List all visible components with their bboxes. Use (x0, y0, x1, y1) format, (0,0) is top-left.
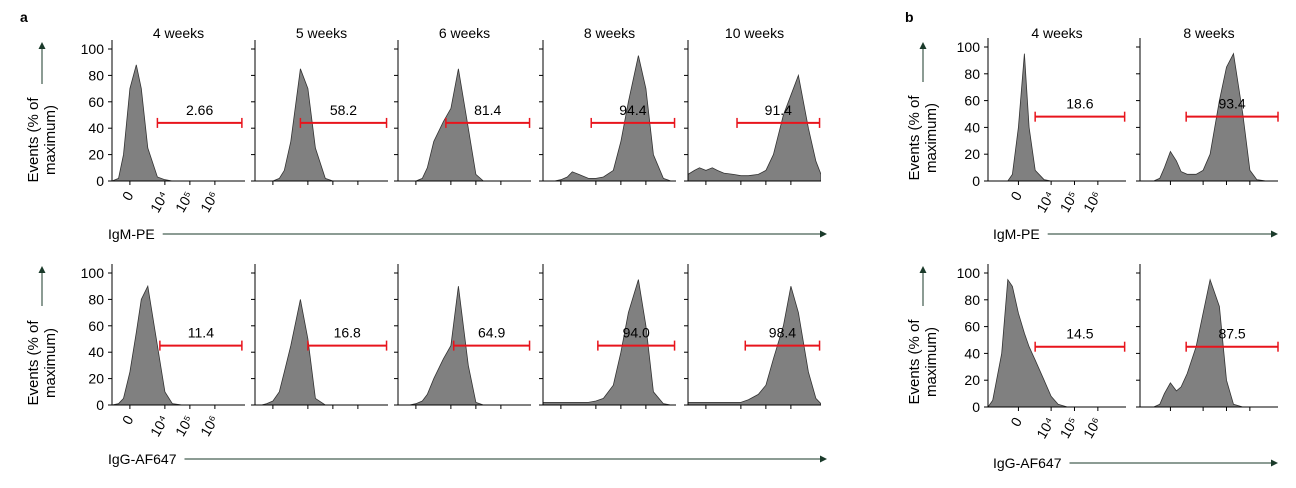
panel-label: b (905, 9, 914, 25)
y-tick-label: 100 (957, 265, 981, 281)
y-tick-label: 40 (964, 119, 980, 135)
arrow-head (919, 266, 927, 273)
y-axis-label: Events (% of maximum) (25, 320, 59, 406)
y-axis-label: Events (% of maximum) (906, 95, 940, 181)
y-tick-label: 40 (88, 120, 104, 136)
column-title: 6 weeks (439, 25, 490, 41)
column-title: 4 weeks (153, 25, 204, 41)
histogram (688, 286, 821, 405)
y-tick-label: 20 (964, 372, 980, 388)
gate-label: 16.8 (334, 325, 361, 341)
y-axis-label: Events (% of maximum) (25, 97, 59, 183)
column-title: 8 weeks (584, 25, 635, 41)
y-tick-label: 100 (957, 39, 981, 55)
y-tick-label: 40 (964, 345, 980, 361)
histogram (112, 284, 245, 405)
gate-label: 94.0 (623, 325, 650, 341)
y-tick-label: 0 (972, 173, 980, 189)
y-tick-label: 60 (88, 94, 104, 110)
gate-label: 14.5 (1066, 326, 1093, 342)
x-tick-label: 0 (119, 412, 137, 427)
x-axis-label: IgM-PE (108, 226, 155, 242)
gate-label: 98.4 (769, 325, 796, 341)
arrow-head (1271, 230, 1278, 238)
x-tick-label: 10⁴ (1033, 189, 1058, 216)
gate-label: 91.4 (765, 102, 792, 118)
y-tick-label: 60 (88, 318, 104, 334)
histogram (988, 278, 1126, 407)
x-tick-label: 0 (1007, 414, 1025, 429)
histogram (398, 68, 531, 181)
x-axis-label: IgG-AF647 (993, 455, 1062, 471)
gate-label: 18.6 (1066, 96, 1093, 112)
arrow-head (38, 42, 46, 49)
arrow-head (820, 230, 827, 238)
x-tick-label: 10⁵ (172, 189, 197, 216)
x-axis-label: IgM-PE (993, 226, 1040, 242)
x-tick-label: 10⁴ (147, 189, 172, 216)
arrow-head (1271, 459, 1278, 467)
column-title: 10 weeks (725, 25, 784, 41)
gate-label: 2.66 (186, 102, 213, 118)
x-axis-label: IgG-AF647 (108, 451, 177, 467)
histogram (543, 279, 676, 405)
histogram (1140, 52, 1278, 181)
y-tick-label: 20 (88, 371, 104, 387)
x-tick-label: 10⁵ (172, 413, 197, 440)
gate-label: 94.4 (619, 102, 646, 118)
y-tick-label: 100 (81, 265, 105, 281)
histogram (255, 68, 388, 181)
y-tick-label: 0 (96, 173, 104, 189)
x-tick-label: 10⁶ (197, 413, 222, 439)
histogram (543, 55, 676, 181)
gate-label: 87.5 (1218, 326, 1245, 342)
histogram (688, 73, 821, 181)
y-tick-label: 80 (964, 292, 980, 308)
y-tick-label: 40 (88, 344, 104, 360)
gate-label: 58.2 (330, 102, 357, 118)
x-tick-label: 10⁵ (1057, 189, 1082, 216)
gate-label: 81.4 (474, 102, 501, 118)
y-tick-label: 20 (964, 146, 980, 162)
y-axis-label: Events (% of maximum) (906, 319, 940, 405)
y-tick-label: 80 (88, 67, 104, 83)
y-tick-label: 80 (964, 66, 980, 82)
gate-label: 93.4 (1218, 96, 1245, 112)
histogram (1140, 278, 1278, 407)
histogram (112, 64, 245, 181)
y-tick-label: 20 (88, 147, 104, 163)
y-tick-label: 60 (964, 319, 980, 335)
x-tick-label: 10⁶ (197, 189, 222, 215)
arrow-head (38, 266, 46, 273)
x-tick-label: 0 (1007, 188, 1025, 203)
arrow-head (820, 455, 827, 463)
gate-label: 64.9 (478, 325, 505, 341)
x-tick-label: 10⁵ (1057, 415, 1082, 442)
x-tick-label: 10⁶ (1080, 415, 1105, 441)
x-tick-label: 0 (119, 188, 137, 203)
gate-label: 11.4 (188, 325, 214, 341)
x-tick-label: 10⁶ (1080, 189, 1105, 215)
x-tick-label: 10⁴ (1033, 415, 1058, 442)
column-title: 4 weeks (1031, 25, 1082, 41)
x-tick-label: 10⁴ (147, 413, 172, 440)
column-title: 8 weeks (1183, 25, 1234, 41)
column-title: 5 weeks (296, 25, 347, 41)
histogram (988, 53, 1126, 181)
arrow-head (919, 42, 927, 49)
y-tick-label: 0 (96, 397, 104, 413)
y-tick-label: 80 (88, 291, 104, 307)
y-tick-label: 60 (964, 93, 980, 109)
panel-label: a (20, 9, 28, 25)
histogram (255, 299, 388, 405)
y-tick-label: 100 (81, 41, 105, 57)
y-tick-label: 0 (972, 399, 980, 415)
